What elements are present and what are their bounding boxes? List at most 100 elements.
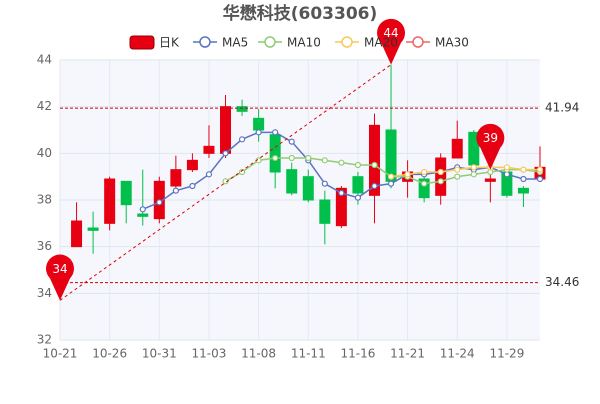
- candle-body: [120, 180, 132, 206]
- candle-body: [220, 106, 232, 154]
- candle-body: [451, 138, 463, 159]
- ma-point: [404, 171, 411, 178]
- ma-point: [321, 157, 328, 164]
- legend-marker: [341, 36, 353, 48]
- ma-point: [354, 161, 362, 169]
- y-tick-label: 38: [37, 193, 52, 207]
- ma-point: [503, 164, 510, 171]
- ma-point: [470, 164, 477, 171]
- ma-point: [371, 182, 378, 190]
- ma-point: [421, 168, 428, 176]
- mark-pin: [46, 254, 74, 301]
- trend-line: [59, 64, 392, 301]
- y-tick-label: 40: [37, 146, 52, 160]
- candle-body: [335, 187, 347, 227]
- candle-body: [253, 117, 265, 131]
- candle-body: [418, 178, 430, 199]
- legend-label: MA5: [222, 36, 248, 50]
- mark-label: 34: [52, 262, 67, 276]
- ma-point: [520, 166, 527, 173]
- ma-point: [139, 206, 146, 213]
- candle-body: [104, 178, 116, 224]
- x-tick-label: 11-08: [241, 347, 276, 361]
- ma-line: [390, 166, 540, 178]
- mark-label: 44: [383, 26, 398, 40]
- candle-body: [186, 159, 198, 171]
- y-tick-label: 32: [37, 333, 52, 347]
- candle-body: [435, 157, 447, 196]
- ref-label: 41.94: [545, 101, 579, 115]
- y-tick-label: 34: [37, 286, 52, 300]
- ma-point: [189, 182, 196, 190]
- legend-label: MA30: [435, 36, 469, 50]
- ma-point: [288, 154, 295, 162]
- ma-point: [454, 173, 461, 180]
- ma-point: [454, 166, 461, 173]
- candle-body: [269, 134, 281, 173]
- ma-point: [387, 180, 395, 187]
- candle-body: [484, 178, 496, 182]
- ma-point: [470, 171, 477, 178]
- plot: [71, 64, 546, 254]
- candle-body: [71, 220, 83, 248]
- candle-body: [517, 187, 529, 194]
- ma-point: [437, 178, 444, 185]
- candle-body: [170, 169, 182, 187]
- candle-body: [137, 213, 149, 217]
- candle-body: [286, 169, 298, 194]
- ma-point: [288, 138, 295, 145]
- ma-point: [338, 189, 345, 197]
- x-tick-label: 11-03: [192, 347, 227, 361]
- x-tick-label: 10-26: [92, 347, 127, 361]
- x-tick-label: 10-31: [142, 347, 177, 361]
- candle-body: [368, 124, 380, 196]
- ma-point: [205, 171, 213, 178]
- ma-point: [222, 150, 229, 157]
- candle-body: [302, 176, 314, 201]
- ma-point: [238, 136, 246, 143]
- ma-point: [172, 187, 179, 194]
- ma-point: [354, 194, 362, 201]
- mark-label: 39: [483, 131, 498, 145]
- mark-pin: [377, 18, 406, 65]
- ma-point: [536, 175, 544, 183]
- ma-point: [437, 168, 444, 176]
- ma-point: [421, 180, 428, 187]
- legend-label: 日K: [159, 36, 180, 50]
- x-tick-label: 11-29: [489, 347, 524, 361]
- candle-body: [203, 145, 215, 154]
- x-tick-label: 11-21: [390, 347, 425, 361]
- x-tick-label: 11-24: [440, 347, 475, 361]
- candle-body: [352, 176, 364, 194]
- mark-pin: [476, 123, 505, 170]
- y-tick-label: 44: [37, 53, 52, 67]
- ma-point: [371, 161, 378, 169]
- legend-label: MA20: [364, 36, 398, 50]
- ma-point: [272, 154, 279, 162]
- legend-swatch: [129, 35, 155, 50]
- x-tick-label: 11-16: [340, 347, 375, 361]
- ref-label: 34.46: [545, 275, 579, 289]
- y-tick-label: 36: [37, 239, 52, 253]
- candle-body: [87, 227, 99, 231]
- ma-point: [272, 129, 279, 136]
- ma-point: [305, 154, 312, 162]
- ma-point: [321, 180, 328, 187]
- ma-point: [338, 159, 345, 166]
- ma-point: [520, 175, 527, 183]
- legend-marker: [199, 36, 211, 48]
- legend-marker: [264, 36, 276, 48]
- x-tick-label: 11-11: [291, 347, 326, 361]
- ma-point: [238, 168, 246, 176]
- y-tick-label: 42: [37, 99, 52, 113]
- x-tick-label: 10-21: [43, 347, 78, 361]
- chart-title: 华懋科技(603306): [223, 3, 378, 24]
- legend-marker: [412, 36, 424, 48]
- candle-body: [236, 106, 248, 112]
- ma-point: [156, 199, 163, 206]
- ma-point: [536, 166, 544, 173]
- ma-point: [255, 129, 262, 136]
- ma-point: [387, 173, 395, 180]
- legend-label: MA10: [287, 36, 321, 50]
